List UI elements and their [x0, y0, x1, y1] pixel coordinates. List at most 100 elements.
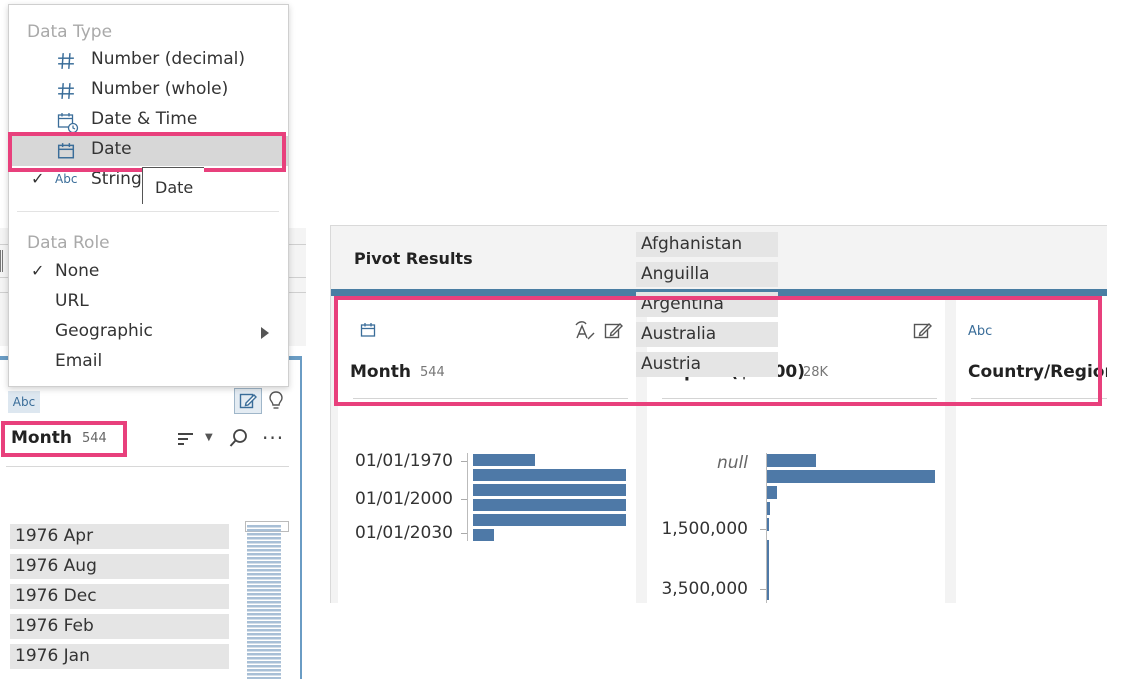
mini-bar — [247, 641, 281, 644]
menu-item-date[interactable]: Date — [9, 136, 288, 166]
mini-bar — [247, 657, 281, 660]
menu-item-label: String — [91, 169, 142, 189]
check-icon: ✓ — [31, 261, 45, 280]
column-count: 28K — [803, 365, 829, 380]
list-item[interactable]: Afghanistan — [636, 232, 778, 257]
edit-icon[interactable] — [234, 388, 262, 414]
mini-bar — [247, 621, 281, 624]
mini-bar — [247, 625, 281, 628]
mini-bar — [247, 541, 281, 544]
search-icon[interactable] — [229, 428, 249, 452]
menu-item-string[interactable]: ✓ Abc String — [9, 166, 288, 196]
menu-item-number-whole[interactable]: Number (whole) — [9, 76, 288, 106]
menu-item-label: Number (whole) — [91, 79, 229, 99]
mini-bar — [247, 569, 281, 572]
more-options-icon[interactable]: ··· — [262, 426, 285, 450]
mini-bar — [247, 653, 281, 656]
tick — [760, 589, 766, 590]
menu-item-label: Geographic — [55, 321, 153, 341]
chevron-down-icon[interactable]: ▼ — [205, 432, 213, 443]
tooltip: Date — [142, 167, 204, 204]
sort-icon[interactable] — [177, 431, 195, 451]
chevron-right-icon — [261, 327, 269, 339]
tick — [760, 529, 766, 530]
mini-bar — [247, 565, 281, 568]
mini-bar — [247, 589, 281, 592]
menu-item-none[interactable]: ✓ None — [9, 258, 288, 288]
string-type-badge[interactable]: Abc — [8, 391, 40, 413]
distribution-scrollbar[interactable] — [245, 521, 289, 679]
calendar-icon[interactable] — [360, 322, 376, 342]
divider — [971, 398, 1107, 399]
mini-bar — [247, 613, 281, 616]
histogram-bar[interactable] — [473, 454, 535, 466]
axis-label: null — [717, 453, 748, 473]
menu-item-label: Date & Time — [91, 109, 198, 129]
axis-label: 01/01/2030 — [355, 523, 453, 543]
tick — [461, 499, 467, 500]
value-list: Afghanistan Anguilla Argentina Australia… — [636, 232, 778, 382]
histogram-bar[interactable] — [473, 514, 626, 526]
list-item[interactable]: 1976 Feb — [10, 614, 229, 639]
column-name: Month — [350, 362, 411, 382]
mini-bar — [247, 561, 281, 564]
list-item[interactable]: Anguilla — [636, 262, 778, 287]
list-item[interactable]: Australia — [636, 322, 778, 347]
menu-item-email[interactable]: Email — [9, 348, 288, 378]
menu-item-label: None — [55, 261, 100, 281]
list-item[interactable]: 1976 Aug — [10, 554, 229, 579]
menu-item-geographic[interactable]: Geographic — [9, 318, 288, 348]
histogram-bar[interactable] — [473, 529, 494, 541]
section-title: Data Type — [27, 22, 113, 42]
histogram-bar[interactable] — [767, 454, 816, 467]
mini-bar — [247, 665, 281, 668]
mini-bar — [247, 673, 281, 676]
axis-label: 3,500,000 — [661, 579, 748, 599]
histogram-bar[interactable] — [473, 469, 626, 481]
mini-bar — [247, 529, 281, 532]
mini-bar — [247, 557, 281, 560]
menu-item-date-time[interactable]: Date & Time — [9, 106, 288, 136]
hash-icon — [57, 52, 77, 72]
pivot-results-panel: Pivot Results Month 544 Import ($1000) 2… — [330, 225, 1107, 603]
tick — [461, 461, 467, 462]
abc-icon: Abc — [55, 172, 78, 186]
histogram-bar[interactable] — [767, 470, 935, 483]
menu-item-number-decimal[interactable]: Number (decimal) — [9, 46, 288, 76]
lightbulb-icon[interactable] — [268, 390, 284, 412]
list-item[interactable]: 1976 Dec — [10, 584, 229, 609]
abc-icon[interactable]: Abc — [968, 324, 993, 339]
edit-icon[interactable] — [604, 322, 624, 344]
histogram-bar[interactable] — [767, 518, 769, 531]
histogram-bar[interactable] — [473, 499, 626, 511]
mini-bar — [247, 549, 281, 552]
rename-icon[interactable] — [574, 320, 598, 346]
edit-icon[interactable] — [913, 322, 933, 344]
list-item[interactable]: 1976 Apr — [10, 524, 229, 549]
calendar-icon — [57, 142, 77, 162]
check-icon: ✓ — [31, 169, 45, 188]
histogram-bar[interactable] — [767, 502, 770, 515]
column-headers-highlight — [334, 296, 1102, 406]
mini-bar — [247, 593, 281, 596]
mini-bar — [247, 537, 281, 540]
menu-item-url[interactable]: URL — [9, 288, 288, 318]
list-item[interactable]: 1976 Jan — [10, 644, 229, 669]
column-month[interactable]: Month 544 — [338, 296, 636, 603]
mini-bar — [247, 553, 281, 556]
mini-bar — [247, 605, 281, 608]
column-country-region[interactable]: Abc Country/Region — [956, 296, 1107, 603]
mini-bar — [247, 577, 281, 580]
field-name: Month — [11, 428, 72, 448]
histogram-bar[interactable] — [767, 486, 777, 499]
hash-icon — [57, 82, 77, 102]
histogram-bar[interactable] — [767, 540, 769, 600]
mini-bar — [247, 629, 281, 632]
list-item[interactable]: Austria — [636, 352, 778, 377]
axis-line — [467, 453, 468, 541]
menu-item-label: Date — [91, 139, 132, 159]
histogram-bar[interactable] — [473, 484, 626, 496]
divider — [353, 398, 628, 399]
divider — [6, 466, 289, 467]
column-import[interactable]: Import ($1000) 28K — [647, 296, 945, 603]
